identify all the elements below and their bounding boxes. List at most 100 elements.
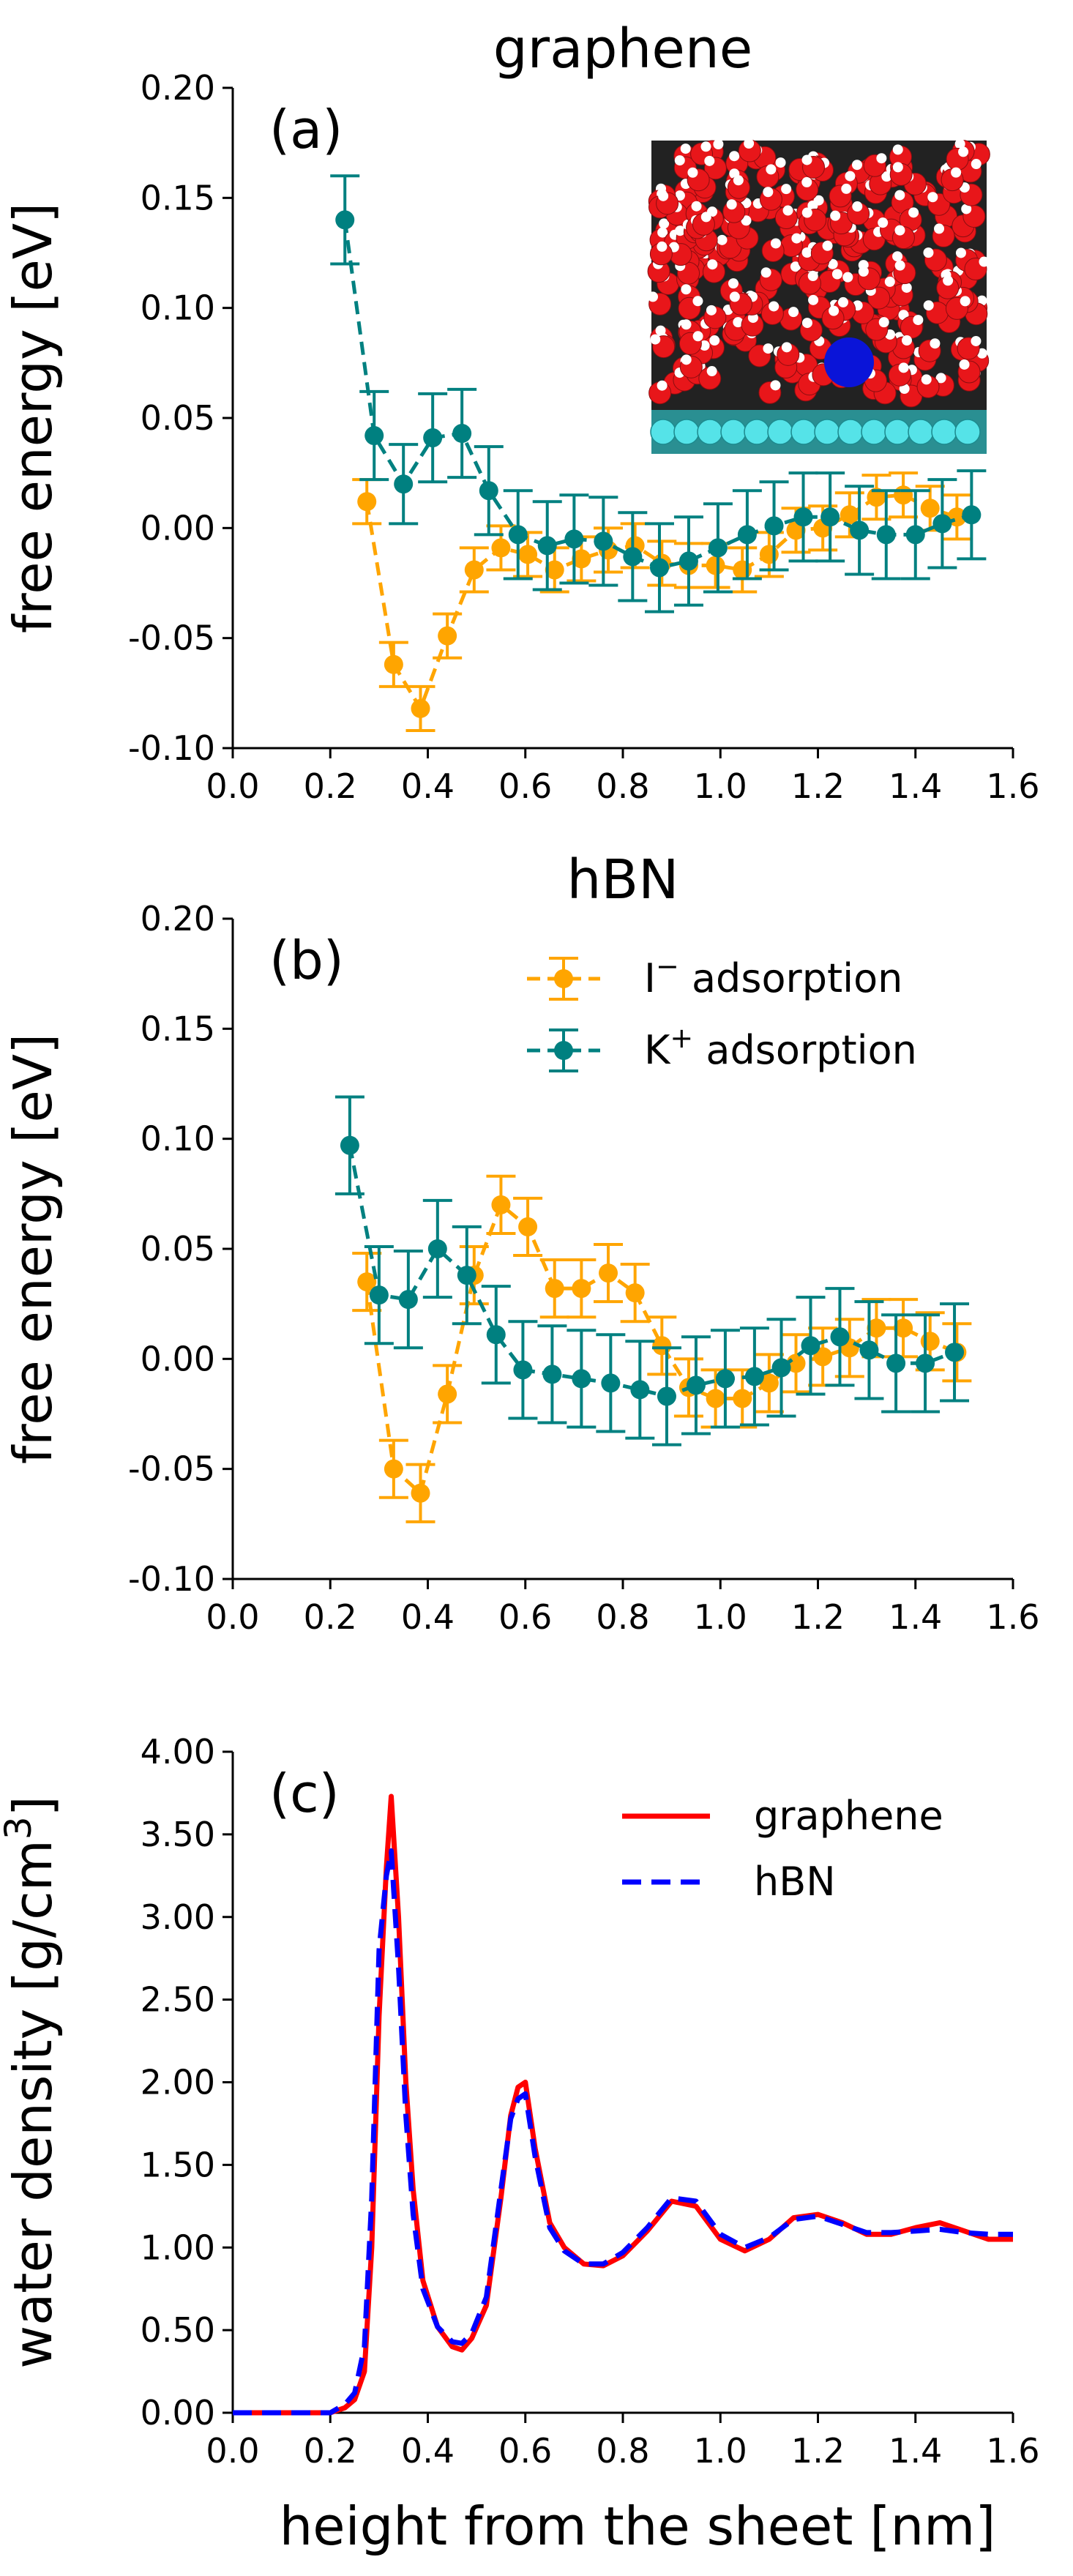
water-hydrogen xyxy=(892,251,903,262)
water-hydrogen xyxy=(951,167,962,178)
water-hydrogen xyxy=(744,138,755,149)
water-hydrogen xyxy=(706,305,717,316)
sheet-atoms xyxy=(650,410,987,454)
water-hydrogen xyxy=(681,319,692,330)
water-hydrogen xyxy=(971,335,982,346)
x-tick-label: 1.6 xyxy=(986,766,1039,806)
data-point-iodide xyxy=(438,1384,457,1404)
water-hydrogen xyxy=(769,301,779,312)
x-tick-label: 0.8 xyxy=(596,766,649,806)
legend-label: K+ adsorption xyxy=(644,1022,917,1073)
water-hydrogen xyxy=(927,192,938,203)
water-hydrogen xyxy=(691,201,702,212)
data-point-iodide xyxy=(920,1332,940,1351)
legend-label-rest: adsorption xyxy=(679,955,903,1001)
water-hydrogen xyxy=(954,138,965,149)
data-point-potassium xyxy=(771,1358,791,1378)
water-hydrogen xyxy=(979,256,990,267)
water-hydrogen xyxy=(923,300,934,311)
y-tick-label: 4.00 xyxy=(141,1732,215,1772)
water-hydrogen xyxy=(674,155,685,166)
series-line-potassium xyxy=(348,1145,955,1399)
y-tick-label: 2.50 xyxy=(141,1980,215,2020)
water-hydrogen xyxy=(955,247,966,258)
water-hydrogen xyxy=(790,261,801,272)
data-point-potassium xyxy=(932,514,952,534)
y-tick-label: -0.10 xyxy=(128,728,215,768)
water-hydrogen xyxy=(892,144,903,155)
sheet-atom xyxy=(814,419,840,445)
data-point-potassium xyxy=(457,1266,476,1285)
water-hydrogen xyxy=(726,199,737,210)
data-point-iodide xyxy=(384,1459,403,1479)
water-hydrogen xyxy=(699,340,710,351)
data-point-potassium xyxy=(398,1290,418,1310)
water-hydrogen xyxy=(878,217,889,228)
water-hydrogen xyxy=(892,162,903,173)
data-point-potassium xyxy=(623,547,643,567)
legend-label-base: I xyxy=(644,955,656,1001)
x-tick-label: 1.2 xyxy=(791,766,845,806)
water-hydrogen xyxy=(700,141,711,152)
water-hydrogen xyxy=(741,215,752,226)
adsorbed-ion xyxy=(824,337,874,387)
legend-entry-potassium: K+ adsorption xyxy=(527,1022,917,1073)
series-line-iodide xyxy=(364,1201,958,1497)
data-point-potassium xyxy=(340,1135,359,1155)
y-tick-label: 0.20 xyxy=(141,68,215,108)
y-axis-label-end: ] xyxy=(2,1796,64,1816)
legend-entry-iodide: I− adsorption xyxy=(527,950,902,1001)
data-point-iodide xyxy=(518,1217,538,1236)
series-line-hbn xyxy=(233,1848,1013,2416)
water-hydrogen xyxy=(770,238,781,249)
y-tick-label: 0.20 xyxy=(141,899,215,938)
water-hydrogen xyxy=(852,201,863,212)
data-point-potassium xyxy=(905,525,925,545)
data-point-potassium xyxy=(572,1369,591,1389)
water-hydrogen xyxy=(831,269,842,280)
data-point-potassium xyxy=(630,1380,650,1400)
data-point-iodide xyxy=(733,560,752,580)
data-point-iodide xyxy=(411,1483,430,1503)
water-hydrogen xyxy=(788,307,799,318)
legend-entry-hbn: hBN xyxy=(622,1859,836,1905)
data-point-iodide xyxy=(572,1279,591,1299)
y-tick-label: -0.10 xyxy=(128,1559,215,1599)
chart-title: hBN xyxy=(567,848,678,911)
data-point-iodide xyxy=(706,1389,725,1408)
legend-label-rest: adsorption xyxy=(693,1027,917,1073)
y-tick-label: -0.05 xyxy=(128,619,215,658)
water-hydrogen xyxy=(675,225,686,236)
data-point-potassium xyxy=(594,531,613,551)
water-hydrogen xyxy=(729,291,740,302)
water-hydrogen xyxy=(692,331,703,342)
data-point-iodide xyxy=(357,492,377,512)
data-point-iodide xyxy=(384,654,403,674)
data-point-iodide xyxy=(545,560,564,580)
water-hydrogen xyxy=(845,171,856,182)
water-hydrogen xyxy=(781,184,792,195)
water-hydrogen xyxy=(707,259,718,270)
water-hydrogen xyxy=(657,227,668,238)
data-point-potassium xyxy=(744,1367,764,1386)
water-hydrogen xyxy=(659,218,670,229)
water-hydrogen xyxy=(894,190,905,201)
data-point-potassium xyxy=(820,507,840,527)
water-hydrogen xyxy=(808,294,819,305)
legend-label-superscript: − xyxy=(656,950,679,982)
data-point-iodide xyxy=(411,698,430,718)
panel-a-graphene-free-energy: 0.0 0.2 0.4 0.6 0.8 1.0 1.2 1.4 1.6 -0.10 -0.05 0.0… xyxy=(2,18,1040,806)
y-tick-label: 0.00 xyxy=(141,1339,215,1378)
x-tick-label: 1.4 xyxy=(889,2431,942,2471)
y-tick-label: 0.00 xyxy=(141,2393,215,2433)
y-tick-label: 0.50 xyxy=(141,2310,215,2350)
water-hydrogen xyxy=(781,342,792,353)
legend-marker xyxy=(554,969,573,988)
x-tick-label: 1.4 xyxy=(889,766,942,806)
y-tick-label: 0.15 xyxy=(141,178,215,217)
water-hydrogen xyxy=(706,366,717,377)
data-point-potassium xyxy=(601,1373,621,1393)
water-hydrogen xyxy=(657,241,668,252)
data-point-potassium xyxy=(427,1239,447,1258)
water-hydrogen xyxy=(680,143,691,154)
